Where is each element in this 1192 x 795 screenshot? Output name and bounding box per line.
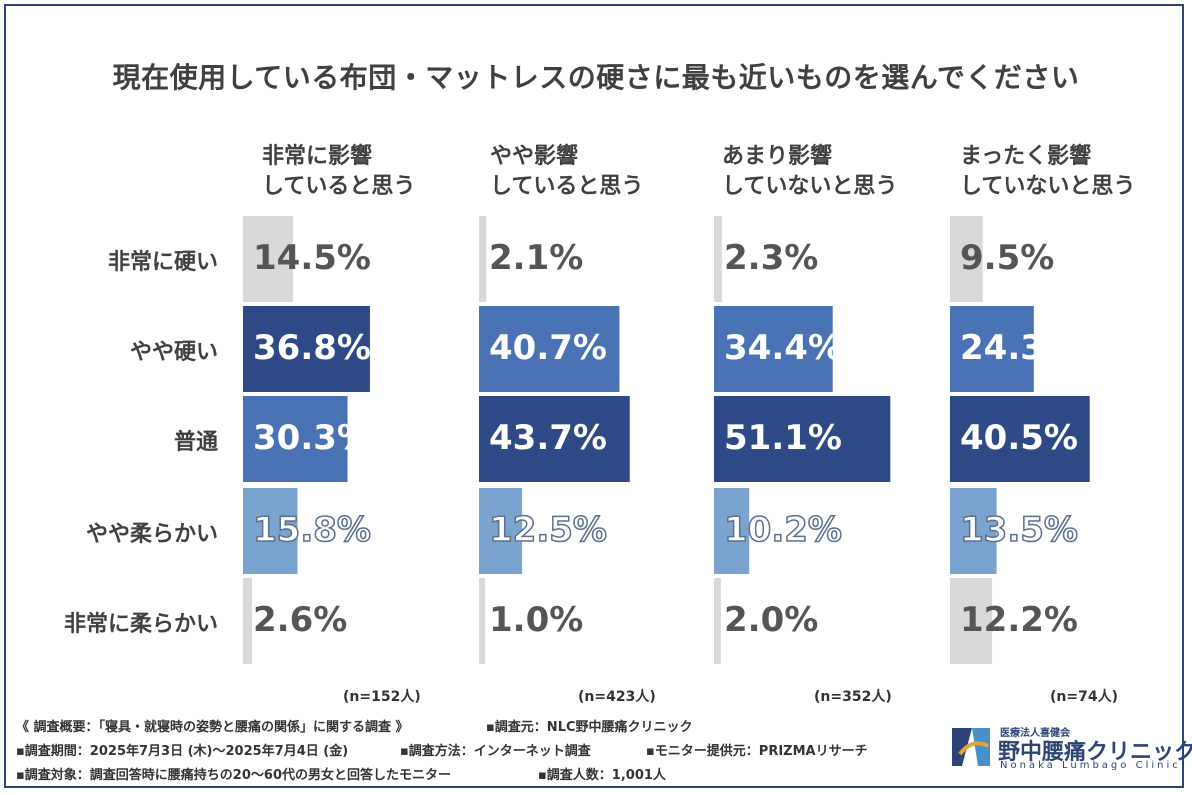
row-label-3: やや柔らかい <box>85 522 218 547</box>
footer-method: ▪調査方法：インターネット調査 <box>400 744 591 759</box>
value-label-3-4: 12.2% <box>960 600 1078 640</box>
value-label-0-3: 15.8% <box>252 509 371 551</box>
frame-border <box>4 4 1184 788</box>
value-label-2-4: 2.0% <box>724 600 819 640</box>
footer-source: ▪調査元：NLC野中腰痛クリニック <box>486 720 693 735</box>
value-label-3-3: 13.5% <box>959 509 1078 551</box>
sample-size-label-3: (n=74人) <box>1050 689 1118 705</box>
footer-period: ▪調査期間：2025年7月3日 (木)～2025年7月4日 (金) <box>16 744 349 759</box>
logo-en-text: Nonaka Lumbago Clinic <box>1000 760 1181 771</box>
column-header-0: 非常に影響 していると思う <box>262 144 416 199</box>
chart-title: 現在使用している布団・マットレスの硬さに最も近いものを選んでください <box>112 61 1080 94</box>
column-header-1: やや影響 していると思う <box>490 144 644 199</box>
value-label-1-4: 1.0% <box>489 600 584 640</box>
footer-provider: ▪モニター提供元：PRIZMAリサーチ <box>646 744 868 759</box>
value-label-0-4: 2.6% <box>253 600 348 640</box>
sample-size-label-2: (n=352人) <box>814 689 892 705</box>
value-label-1-2: 43.7% <box>489 418 607 458</box>
value-label-0-0: 14.5% <box>253 238 371 278</box>
footer-target: ▪調査対象：調査回答時に腰痛持ちの20～60代の男女と回答したモニター <box>16 768 451 783</box>
column-header-3: まったく影響 していないと思う <box>960 144 1136 199</box>
footer-summary: 《 調査概要：「寝具・就寝時の姿勢と腰痛の関係」に関する調査 》 <box>16 720 409 735</box>
value-label-3-2: 40.5% <box>960 418 1078 458</box>
row-label-2: 普通 <box>173 430 218 455</box>
value-label-2-3: 10.2% <box>723 509 842 551</box>
value-label-1-1: 40.7% <box>489 328 607 368</box>
row-label-0: 非常に硬い <box>107 250 218 275</box>
value-label-1-0: 2.1% <box>489 238 584 278</box>
logo-small-text: 医療法人喜健会 <box>1000 728 1070 739</box>
sample-size-label-1: (n=423人) <box>578 689 656 705</box>
value-label-1-3: 12.5% <box>488 509 607 551</box>
value-label-2-2: 51.1% <box>724 418 842 458</box>
value-label-3-1: 24.3% <box>960 328 1078 368</box>
column-header-2: あまり影響 していないと思う <box>722 144 898 199</box>
value-label-3-0: 9.5% <box>960 238 1055 278</box>
value-label-0-1: 36.8% <box>253 328 371 368</box>
sample-size-label-0: (n=152人) <box>343 689 421 705</box>
clinic-logo-mark-icon <box>952 728 990 766</box>
row-label-4: 非常に柔らかい <box>63 612 218 637</box>
value-label-2-1: 34.4% <box>724 328 842 368</box>
value-label-0-2: 30.3% <box>253 418 371 458</box>
clinic-logo: 医療法人喜健会 野中腰痛クリニック Nonaka Lumbago Clinic <box>948 722 1192 772</box>
row-label-1: やや硬い <box>129 340 218 365</box>
logo-name-text: 野中腰痛クリニック <box>998 740 1192 765</box>
footer-count: ▪調査人数：1,001人 <box>538 768 666 783</box>
value-label-2-0: 2.3% <box>724 238 819 278</box>
